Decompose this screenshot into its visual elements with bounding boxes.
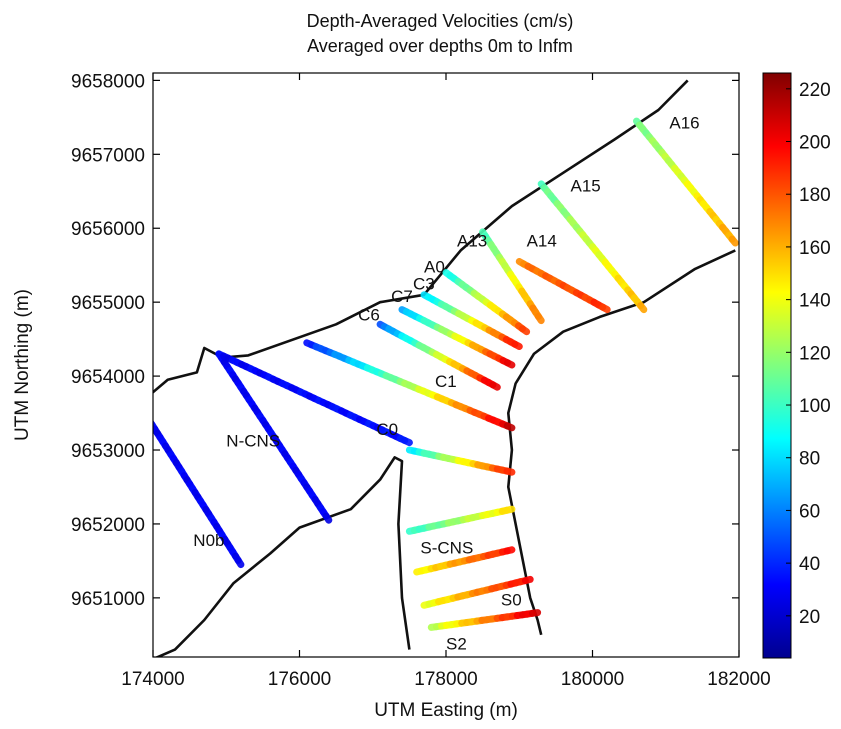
colorbar-tick-label: 80 [799,449,820,470]
transect-label-s0: S0 [501,590,522,609]
y-tick-label: 9651000 [71,589,145,610]
transect-n-cns [215,350,333,524]
transect-a0 [442,269,531,336]
transect-label-c6: C6 [358,306,380,325]
y-axis: 9651000 9652000 9653000 9654000 9655000 96560… [71,71,739,610]
transect-c6 [376,320,501,391]
transect-label-a15: A15 [571,176,601,195]
y-tick-label: 9652000 [71,515,145,536]
transect-a13 [479,228,545,325]
x-tick-label: 176000 [268,669,331,690]
y-tick-label: 9657000 [71,145,145,166]
transect-a16 [633,117,739,247]
colorbar-tick-label: 60 [799,501,820,522]
transect-label-a13: A13 [457,232,487,251]
colorbar-tick-label: 200 [799,133,831,154]
transect-label-c7: C7 [391,287,413,306]
y-tick-label: 9656000 [71,219,145,240]
transect-track-3 [215,350,413,447]
transect-label-s-cns: S-CNS [420,539,473,558]
transect-label-a16: A16 [669,113,699,132]
x-axis: 174000 176000 178000 180000 182000 [121,73,771,690]
x-tick-label: 174000 [121,669,184,690]
coastline-3 [154,456,411,657]
transect-c3 [420,291,523,350]
y-tick-label: 9655000 [71,293,145,314]
transect-n0b [153,419,245,569]
transect-c1 [303,339,516,432]
transect-a15 [537,180,648,314]
transect-a14 [515,258,611,314]
transect-track-14 [405,505,516,535]
transect-s2 [427,609,542,631]
transect-label-n0b: N0b [193,531,224,550]
coastline-1 [153,79,689,394]
transect-s-cns [413,546,516,576]
colorbar-tick-label: 120 [799,343,831,364]
colorbar-ticks: 20 40 60 80 100 120 140 160 180 200 220 [786,80,831,628]
y-tick-label: 9658000 [71,71,145,92]
colorbar-tick-label: 180 [799,185,831,206]
x-tick-label: 178000 [414,669,477,690]
x-axis-label: UTM Easting (m) [374,700,518,721]
x-tick-label: 180000 [561,669,624,690]
transect-c0 [405,446,516,476]
transect-label-a14: A14 [527,232,557,251]
y-tick-label: 9654000 [71,367,145,388]
transect-label-n-cns: N-CNS [226,431,280,450]
colorbar-tick-label: 100 [799,396,831,417]
colorbar-tick-label: 140 [799,291,831,312]
colorbar: 20 40 60 80 100 120 140 160 180 200 220 [762,72,831,659]
colorbar-tick-label: 40 [799,554,820,575]
transect-label-c0: C0 [376,420,398,439]
transect-c7 [398,306,516,369]
chart-title: Depth-Averaged Velocities (cm/s) [307,11,574,31]
plot-layer [153,79,739,657]
coastline-2 [506,249,736,636]
chart-subtitle: Averaged over depths 0m to Infm [307,36,573,56]
y-tick-label: 9653000 [71,441,145,462]
transect-label-a0: A0 [424,258,445,277]
transect-layer [153,117,739,631]
colorbar-gradient [762,72,792,659]
colorbar-tick-label: 220 [799,80,831,101]
transect-label-c3: C3 [413,275,435,294]
x-tick-label: 182000 [707,669,770,690]
transect-label-s2: S2 [446,635,467,654]
coastline-layer [153,79,736,657]
y-axis-label: UTM Northing (m) [12,289,33,441]
colorbar-tick-label: 160 [799,238,831,259]
transect-label-c1: C1 [435,372,457,391]
transect-s0 [420,575,534,609]
colorbar-tick-label: 20 [799,607,820,628]
